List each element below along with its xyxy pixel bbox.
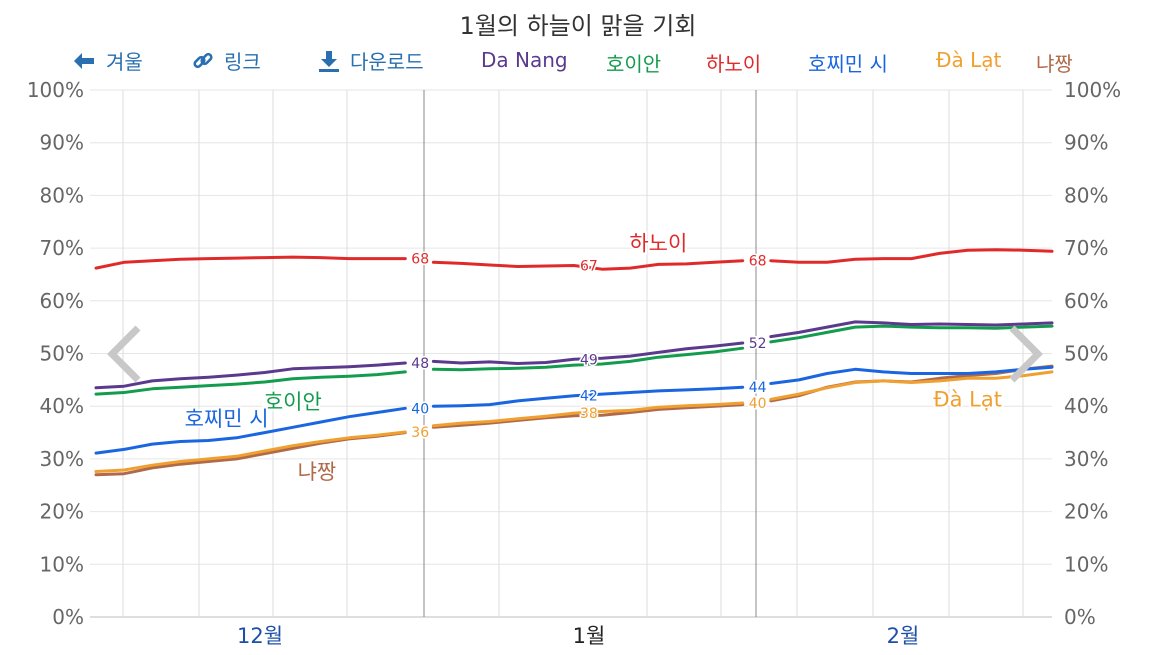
data-label: 52 bbox=[749, 336, 767, 352]
legend-item-da-lat[interactable]: Đà Lạt bbox=[936, 48, 1002, 72]
download-icon bbox=[319, 50, 339, 72]
series-line-1 bbox=[94, 370, 407, 396]
series-line-3 bbox=[769, 365, 1054, 385]
data-label: 49 bbox=[580, 352, 598, 368]
back-button-label: 겨울 bbox=[106, 50, 143, 74]
series-line-4 bbox=[769, 370, 1054, 401]
series-line-0 bbox=[94, 361, 407, 390]
y-tick-label-right: 50% bbox=[1064, 342, 1108, 366]
series-line-2 bbox=[431, 259, 745, 271]
y-tick-label-left: 10% bbox=[40, 552, 84, 576]
x-tick-label: 12월 bbox=[237, 624, 283, 648]
y-axis-right: 0% 10% 20% 30% 40% 50% 60% 70% 80% 90% 100% bbox=[1064, 78, 1121, 629]
series-line-1 bbox=[431, 346, 745, 372]
y-tick-label-left: 30% bbox=[40, 447, 84, 471]
series-inline-label: Đà Lạt bbox=[933, 387, 1002, 411]
x-tick-label: 2월 bbox=[887, 624, 920, 648]
series-line-3 bbox=[94, 406, 407, 455]
data-label: 68 bbox=[411, 252, 429, 268]
y-tick-label-right: 100% bbox=[1064, 78, 1121, 102]
y-tick-label-right: 30% bbox=[1064, 447, 1108, 471]
y-tick-label-left: 60% bbox=[40, 289, 84, 313]
y-tick-label-left: 40% bbox=[40, 394, 84, 418]
series-line-4 bbox=[431, 401, 745, 428]
series-line-3 bbox=[431, 385, 745, 408]
y-tick-label-left: 50% bbox=[40, 342, 84, 366]
y-tick-label-right: 60% bbox=[1064, 289, 1108, 313]
series-line-1 bbox=[769, 324, 1054, 344]
y-tick-label-left: 20% bbox=[40, 500, 84, 524]
legend-item-nha-trang[interactable]: 냐짱 bbox=[1036, 52, 1073, 76]
data-label: 48 bbox=[411, 356, 429, 372]
link-button[interactable]: 링크 bbox=[192, 46, 261, 75]
toolbar: 겨울 링크 다운로드 Da Nang 호이안 하노이 호찌민 시 Đà Lạt … bbox=[0, 46, 1156, 80]
data-label: 38 bbox=[580, 406, 598, 422]
x-axis: 12월 1월 2월 bbox=[237, 624, 919, 648]
download-button[interactable]: 다운로드 bbox=[318, 46, 424, 75]
series-inline-label: 호이안 bbox=[264, 390, 322, 414]
legend-item-hanoi[interactable]: 하노이 bbox=[706, 52, 762, 76]
y-tick-label-left: 70% bbox=[40, 236, 84, 260]
series-line-0 bbox=[769, 320, 1054, 339]
series-line-0 bbox=[431, 341, 745, 365]
data-label: 40 bbox=[411, 401, 429, 417]
y-tick-label-right: 80% bbox=[1064, 183, 1108, 207]
legend-item-hoi-an[interactable]: 호이안 bbox=[606, 52, 662, 76]
series-line-2 bbox=[94, 255, 407, 270]
y-tick-label-left: 0% bbox=[52, 605, 84, 629]
next-month-arrow-icon[interactable] bbox=[1004, 322, 1046, 386]
y-tick-label-right: 90% bbox=[1064, 131, 1108, 155]
point-labels: 48 49 52 68 67 68 40 42 44 36 38 40 bbox=[410, 250, 768, 442]
grid bbox=[90, 89, 1052, 618]
series-line-2 bbox=[769, 248, 1054, 264]
back-button[interactable]: 겨울 bbox=[72, 46, 143, 75]
y-axis-left: 0% 10% 20% 30% 40% 50% 60% 70% 80% 90% 100% bbox=[27, 78, 84, 629]
download-button-label: 다운로드 bbox=[350, 50, 424, 74]
y-tick-label-left: 90% bbox=[40, 131, 84, 155]
series-inline-label: 냐짱 bbox=[298, 460, 337, 484]
legend-item-ho-chi-minh[interactable]: 호찌민 시 bbox=[808, 52, 888, 76]
data-label: 40 bbox=[749, 396, 767, 412]
series-line-4 bbox=[94, 430, 407, 473]
y-tick-label-left: 100% bbox=[27, 78, 84, 102]
data-label: 67 bbox=[580, 258, 598, 274]
prev-month-arrow-icon[interactable] bbox=[104, 322, 146, 386]
data-label: 36 bbox=[411, 425, 429, 441]
y-tick-label-left: 80% bbox=[40, 183, 84, 207]
x-tick-label: 1월 bbox=[573, 624, 606, 648]
legend-item-da-nang[interactable]: Da Nang bbox=[481, 48, 568, 72]
series-line-5 bbox=[431, 403, 745, 429]
link-button-label: 링크 bbox=[224, 50, 261, 74]
y-tick-label-right: 40% bbox=[1064, 394, 1108, 418]
link-icon bbox=[193, 52, 213, 68]
y-tick-label-right: 20% bbox=[1064, 500, 1108, 524]
arrow-left-icon bbox=[74, 52, 94, 69]
y-tick-label-right: 0% bbox=[1064, 605, 1096, 629]
series-inline-label: 하노이 bbox=[629, 231, 687, 255]
y-tick-label-right: 10% bbox=[1064, 552, 1108, 576]
series-group bbox=[94, 248, 1054, 477]
chart-title: 1월의 하늘이 맑을 기회 bbox=[459, 12, 697, 40]
y-tick-label-right: 70% bbox=[1064, 236, 1108, 260]
series-inline-label: 호찌민 시 bbox=[185, 407, 269, 431]
data-label: 68 bbox=[749, 254, 767, 270]
data-label: 42 bbox=[580, 389, 598, 405]
data-label: 44 bbox=[749, 380, 767, 396]
